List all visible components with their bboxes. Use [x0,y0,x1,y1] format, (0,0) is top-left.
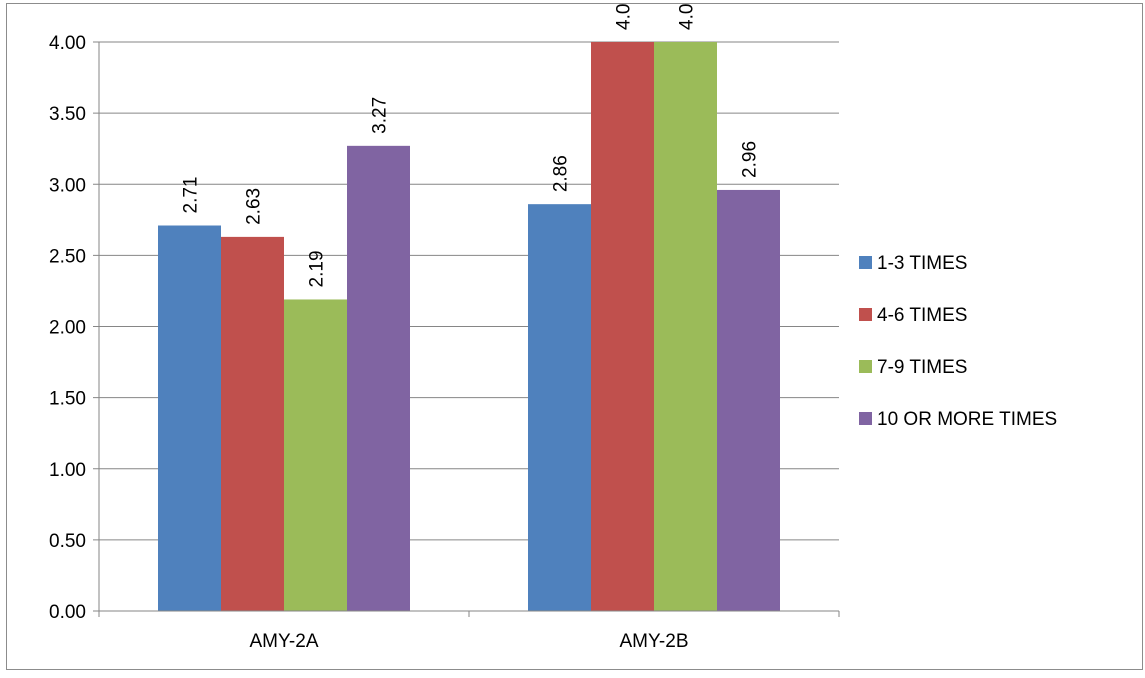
legend-item: 1-3 TIMES [859,253,967,274]
bar [221,236,284,611]
y-tick-label: 2.00 [49,318,86,339]
y-tick-label: 3.00 [49,175,86,196]
y-tick-label: 3.50 [49,104,86,125]
bar [591,42,654,611]
legend-label: 1-3 TIMES [877,253,967,274]
bars [158,42,780,612]
legend-swatch [859,256,872,269]
bar [654,42,717,611]
legend-item: 7-9 TIMES [859,357,967,378]
data-label: 4.00 [614,4,635,30]
data-label: 2.63 [244,188,265,225]
legend-swatch [859,412,872,425]
data-label: 4.00 [677,4,698,30]
legend-label: 7-9 TIMES [877,357,967,378]
data-label: 2.86 [551,155,572,192]
legend-swatch [859,308,872,321]
chart-frame: 0.00 0.50 1.00 1.50 2.00 2.50 3.00 3.50 4.00 AMY-… [6,3,1143,670]
y-tick-label: 1.50 [49,389,86,410]
bar [717,189,780,611]
data-label: 2.96 [740,141,761,178]
y-tick-label: 0.50 [49,531,86,552]
x-tick-label: AMY-2B [620,631,689,652]
bar [158,225,221,611]
x-tick-label: AMY-2A [250,631,319,652]
y-tick-label: 2.50 [49,246,86,267]
legend: 1-3 TIMES 4-6 TIMES 7-9 TIMES 10 OR MORE TI… [859,253,1057,430]
bar [284,299,347,611]
y-tick-label: 0.00 [49,602,86,623]
data-labels: 2.71 2.63 2.19 3.27 2.86 4.00 4.00 2.96 [181,4,761,287]
legend-item: 10 OR MORE TIMES [859,409,1057,430]
legend-item: 4-6 TIMES [859,305,967,326]
legend-swatch [859,360,872,373]
legend-label: 4-6 TIMES [877,305,967,326]
axes: 0.00 0.50 1.00 1.50 2.00 2.50 3.00 3.50 4.00 AMY-… [49,33,840,652]
y-tick-label: 4.00 [49,33,86,54]
data-label: 2.19 [307,250,328,287]
legend-label: 10 OR MORE TIMES [877,409,1057,430]
y-tick-label: 1.00 [49,460,86,481]
data-label: 3.27 [370,97,391,134]
bar-chart: 0.00 0.50 1.00 1.50 2.00 2.50 3.00 3.50 4.00 AMY-… [49,4,1057,652]
data-label: 2.71 [181,177,202,214]
bar [347,145,410,611]
bar [528,204,591,612]
